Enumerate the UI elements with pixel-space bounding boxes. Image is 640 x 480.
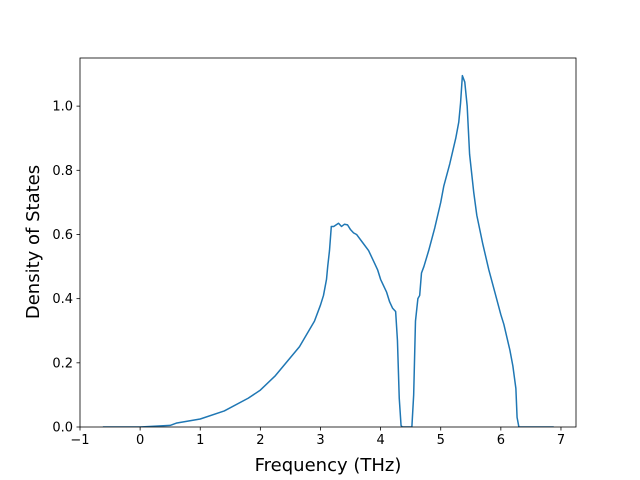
line-series: [102, 74, 554, 427]
x-tick-label: 5: [437, 433, 445, 448]
x-tick-label: 7: [557, 433, 565, 448]
x-axis-label: Frequency (THz): [255, 455, 402, 476]
plot-frame: [79, 57, 577, 428]
y-axis-label: Density of States: [23, 165, 44, 319]
x-tick-label: 2: [256, 433, 264, 448]
x-tick-label: 4: [376, 433, 384, 448]
y-tick-label: 0.6: [52, 228, 73, 243]
y-tick-label: 1.0: [52, 100, 73, 115]
x-tick-label: 1: [196, 433, 204, 448]
x-tick-label: −1: [70, 433, 89, 448]
y-tick-label: 0.2: [52, 356, 73, 371]
y-tick-label: 0.8: [52, 164, 73, 179]
x-tick-label: 6: [497, 433, 505, 448]
x-tick-label: 3: [316, 433, 324, 448]
x-tick-label: 0: [136, 433, 144, 448]
y-tick-label: 0.4: [52, 292, 73, 307]
y-tick-label: 0.0: [52, 421, 73, 436]
